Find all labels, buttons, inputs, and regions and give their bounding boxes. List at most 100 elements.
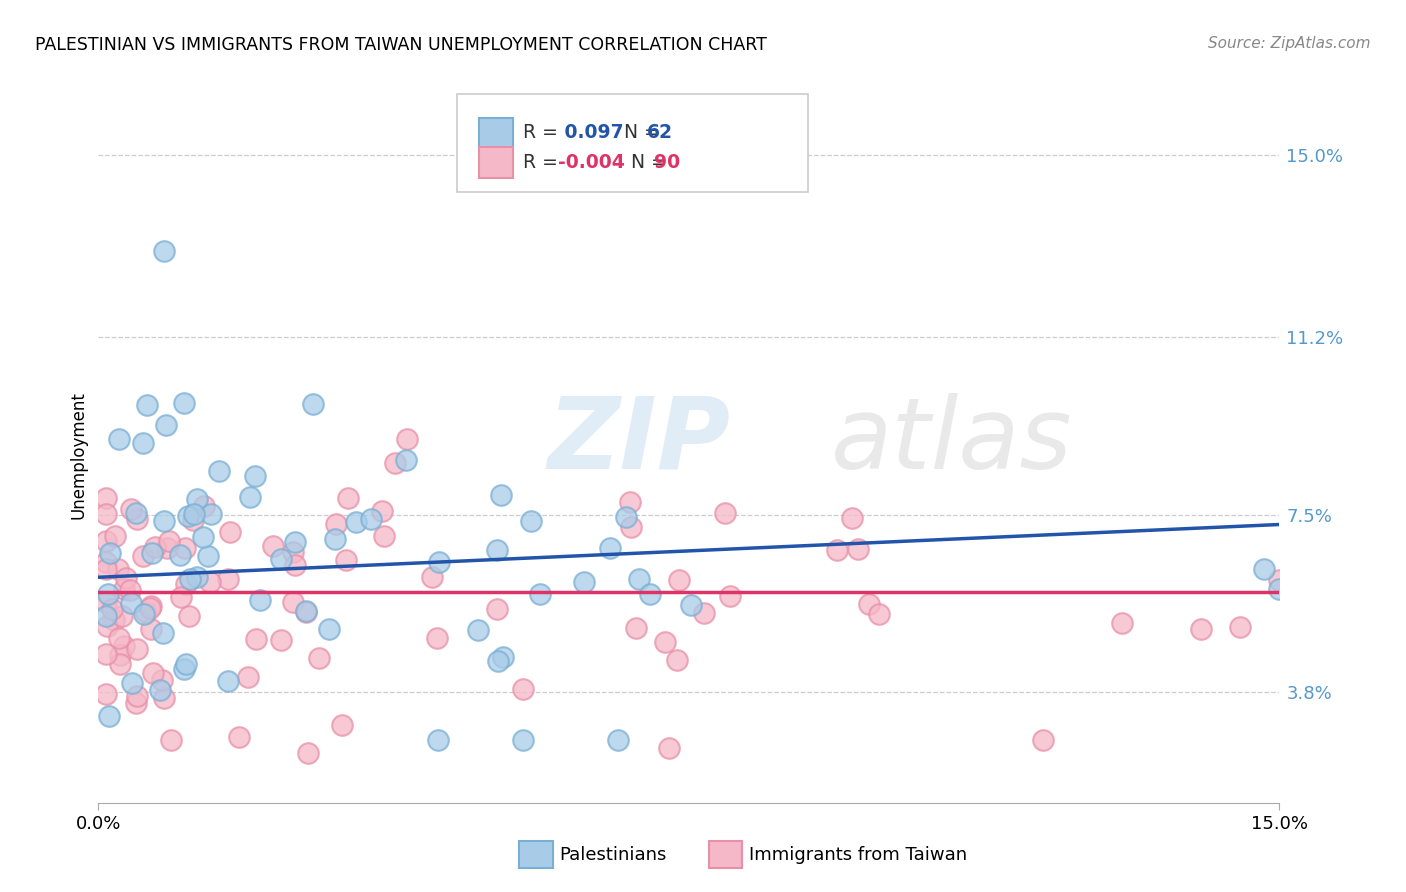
Point [132,549,155,563]
Point [173,662,195,676]
Point [112,639,135,653]
Text: R =: R = [523,123,564,143]
Point [108,648,131,662]
Point [344,515,367,529]
Point [153,691,176,706]
Point [96,595,118,609]
Point [395,432,418,446]
Point [283,545,305,559]
Text: 90: 90 [654,153,681,172]
Point [177,509,200,524]
Point [714,506,737,520]
Point [841,510,863,524]
Point [181,513,204,527]
Point [125,696,148,710]
Text: Source: ZipAtlas.com: Source: ZipAtlas.com [1208,36,1371,51]
Point [599,541,621,555]
Point [174,541,197,555]
Point [302,397,325,411]
Point [217,572,239,586]
Point [308,651,330,665]
Point [96,609,118,624]
Text: Palestinians: Palestinians [560,846,666,863]
Point [96,619,118,633]
Point [96,507,118,521]
Point [155,418,177,433]
Point [139,600,162,615]
Point [858,597,880,611]
Point [198,575,221,590]
Point [638,587,661,601]
Point [619,495,641,509]
Text: PALESTINIAN VS IMMIGRANTS FROM TAIWAN UNEMPLOYMENT CORRELATION CHART: PALESTINIAN VS IMMIGRANTS FROM TAIWAN UN… [35,36,768,54]
Point [114,572,136,586]
Point [96,562,118,576]
Text: R =: R = [523,153,564,172]
Point [491,650,513,665]
Point [337,491,360,506]
Point [239,490,262,504]
Point [108,631,131,645]
Point [574,574,596,589]
Text: N =: N = [619,153,672,172]
Text: atlas: atlas [831,392,1073,490]
Point [135,606,157,620]
Text: N =: N = [612,123,665,143]
Point [96,533,118,548]
Point [249,592,271,607]
Point [654,635,676,649]
Point [118,583,141,598]
Point [96,491,118,506]
Point [325,516,347,531]
Point [153,514,176,528]
Text: 0.097: 0.097 [558,123,624,143]
Point [467,624,489,638]
Point [718,589,741,603]
Point [96,686,118,700]
Point [218,674,240,689]
Point [104,529,127,543]
Point [124,506,146,520]
Point [384,457,406,471]
Point [179,572,201,586]
Point [111,609,134,624]
Y-axis label: Unemployment: Unemployment [69,391,87,519]
Point [693,606,716,620]
Point [330,718,353,732]
Point [149,682,172,697]
Point [1032,733,1054,747]
Point [197,549,219,563]
Point [284,558,307,572]
Point [486,653,509,667]
Point [318,622,340,636]
Point [174,657,197,672]
Point [127,511,149,525]
Point [520,514,543,528]
Point [486,543,509,558]
Point [846,541,869,556]
Point [135,398,157,412]
Point [270,633,292,648]
Point [156,541,179,556]
Point [512,733,534,747]
Point [868,607,890,622]
Point [1253,561,1275,575]
Point [420,570,443,584]
Point [681,598,703,612]
Point [170,590,193,604]
Point [295,605,318,619]
Point [96,555,118,569]
Point [295,604,318,618]
Point [243,468,266,483]
Point [142,665,165,680]
Point [624,621,647,635]
Point [1268,573,1291,587]
Point [98,709,121,723]
Point [1268,582,1291,597]
Point [335,552,357,566]
Point [228,730,250,744]
Point [96,647,118,661]
Point [373,529,395,543]
Point [219,524,242,539]
Point [606,733,628,747]
